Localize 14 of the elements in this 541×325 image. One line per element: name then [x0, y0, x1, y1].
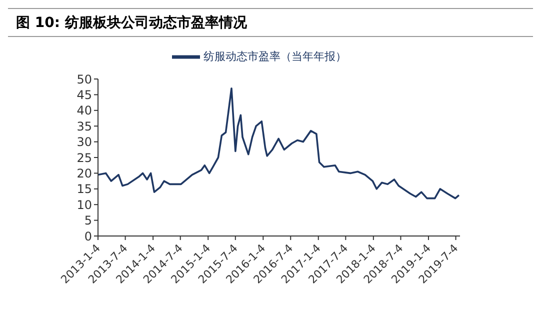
- y-tick-label: 35: [76, 119, 92, 134]
- y-tick-label: 5: [84, 214, 92, 228]
- y-tick-label: 0: [84, 229, 92, 244]
- y-tick-label: 20: [76, 166, 92, 180]
- y-tick-label: 50: [76, 72, 92, 86]
- legend-label: 纺服动态市盈率（当年年报）: [204, 50, 346, 64]
- chart-title: 图 10: 纺服板块公司动态市盈率情况: [15, 14, 248, 33]
- y-tick-label: 15: [76, 182, 92, 196]
- y-tick-label: 40: [76, 104, 92, 118]
- y-tick-label: 45: [76, 88, 92, 102]
- y-tick-label: 25: [76, 150, 92, 165]
- y-tick-label: 10: [76, 198, 92, 212]
- line-series: [98, 88, 460, 200]
- y-tick-label: 30: [76, 135, 92, 150]
